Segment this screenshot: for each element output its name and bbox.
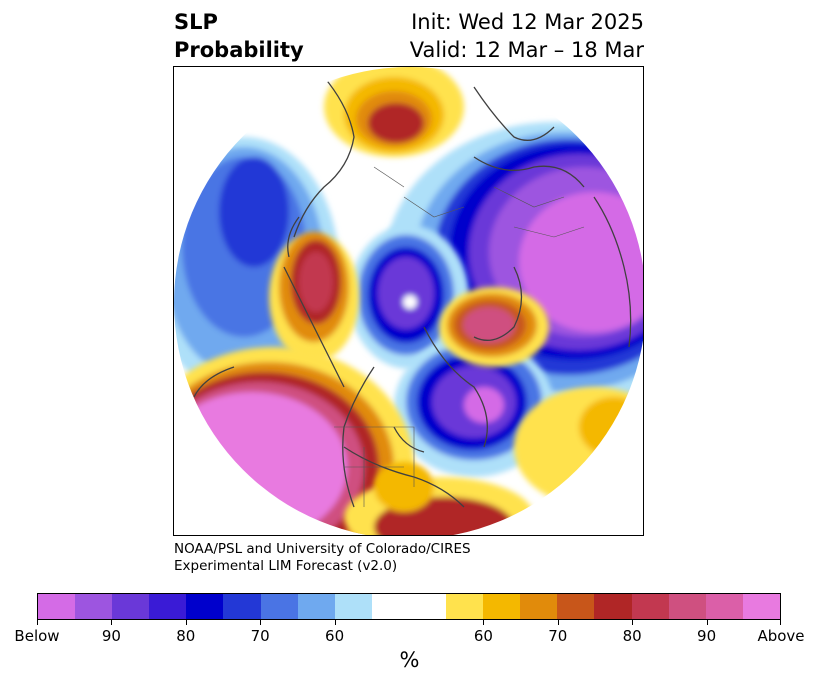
probability-field	[174, 67, 643, 535]
colorbar-swatch	[483, 594, 521, 619]
colorbar-swatch	[186, 594, 224, 619]
colorbar-swatch	[38, 594, 76, 619]
colorbar-swatch	[297, 594, 335, 619]
colorbar-tick	[37, 620, 38, 625]
map-title: SLP Probability	[174, 8, 304, 64]
colorbar-swatch	[149, 594, 187, 619]
colorbar-swatch	[223, 594, 261, 619]
colorbar-swatch	[408, 594, 447, 619]
colorbar-swatch	[705, 594, 743, 619]
colorbar-tick-label: 70	[250, 627, 270, 645]
colorbar-swatch	[334, 594, 372, 619]
colorbar-tick	[483, 620, 485, 625]
colorbar-tick	[260, 620, 262, 625]
below-region-arctic	[349, 225, 469, 369]
above-region-greenland	[439, 287, 549, 367]
credit-text: NOAA/PSL and University of Colorado/CIRE…	[174, 541, 471, 575]
colorbar-tick-label: Above	[757, 627, 805, 645]
colorbar-swatch	[631, 594, 669, 619]
colorbar-tick	[185, 620, 187, 625]
colorbar-swatch	[112, 594, 150, 619]
colorbar	[37, 593, 781, 620]
above-region-north	[324, 67, 464, 157]
colorbar-swatch	[557, 594, 595, 619]
colorbar-tick	[334, 620, 336, 625]
title-line-2: Probability	[174, 38, 304, 62]
colorbar-tick	[111, 620, 113, 625]
polar-map	[174, 67, 643, 535]
above-region-bering	[269, 232, 359, 362]
colorbar-tick-label: 60	[473, 627, 493, 645]
title-line-1: SLP	[174, 10, 218, 34]
colorbar-tick	[706, 620, 708, 625]
colorbar-swatch	[260, 594, 298, 619]
colorbar-swatch	[668, 594, 706, 619]
colorbar-swatch	[742, 594, 780, 619]
colorbar-swatch	[75, 594, 113, 619]
colorbar-tick-label: Below	[14, 627, 60, 645]
credit-line-1: NOAA/PSL and University of Colorado/CIRE…	[174, 541, 471, 557]
colorbar-swatch	[594, 594, 632, 619]
init-date: Init: Wed 12 Mar 2025	[411, 10, 644, 34]
valid-range: Valid: 12 Mar – 18 Mar	[409, 38, 644, 62]
colorbar-ticks	[37, 620, 781, 628]
colorbar-tick-label: 90	[101, 627, 121, 645]
forecast-dates: Init: Wed 12 Mar 2025 Valid: 12 Mar – 18…	[410, 8, 644, 64]
colorbar-tick	[780, 620, 781, 625]
credit-line-2: Experimental LIM Forecast (v2.0)	[174, 558, 398, 574]
borders	[334, 166, 585, 507]
colorbar-swatch	[371, 594, 409, 619]
colorbar-tick	[557, 620, 559, 625]
colorbar-swatch	[446, 594, 484, 619]
colorbar-tick-label: 60	[325, 627, 345, 645]
colorbar-swatch	[520, 594, 558, 619]
colorbar-tick-label: 80	[622, 627, 642, 645]
colorbar-tick-label: 90	[697, 627, 717, 645]
map-panel	[173, 66, 644, 536]
colorbar-tick	[632, 620, 634, 625]
coastlines	[193, 76, 632, 508]
colorbar-tick-label: 70	[548, 627, 568, 645]
colorbar-tick-label: 80	[176, 627, 196, 645]
colorbar-unit: %	[399, 648, 420, 672]
below-region-hudson	[394, 337, 554, 477]
